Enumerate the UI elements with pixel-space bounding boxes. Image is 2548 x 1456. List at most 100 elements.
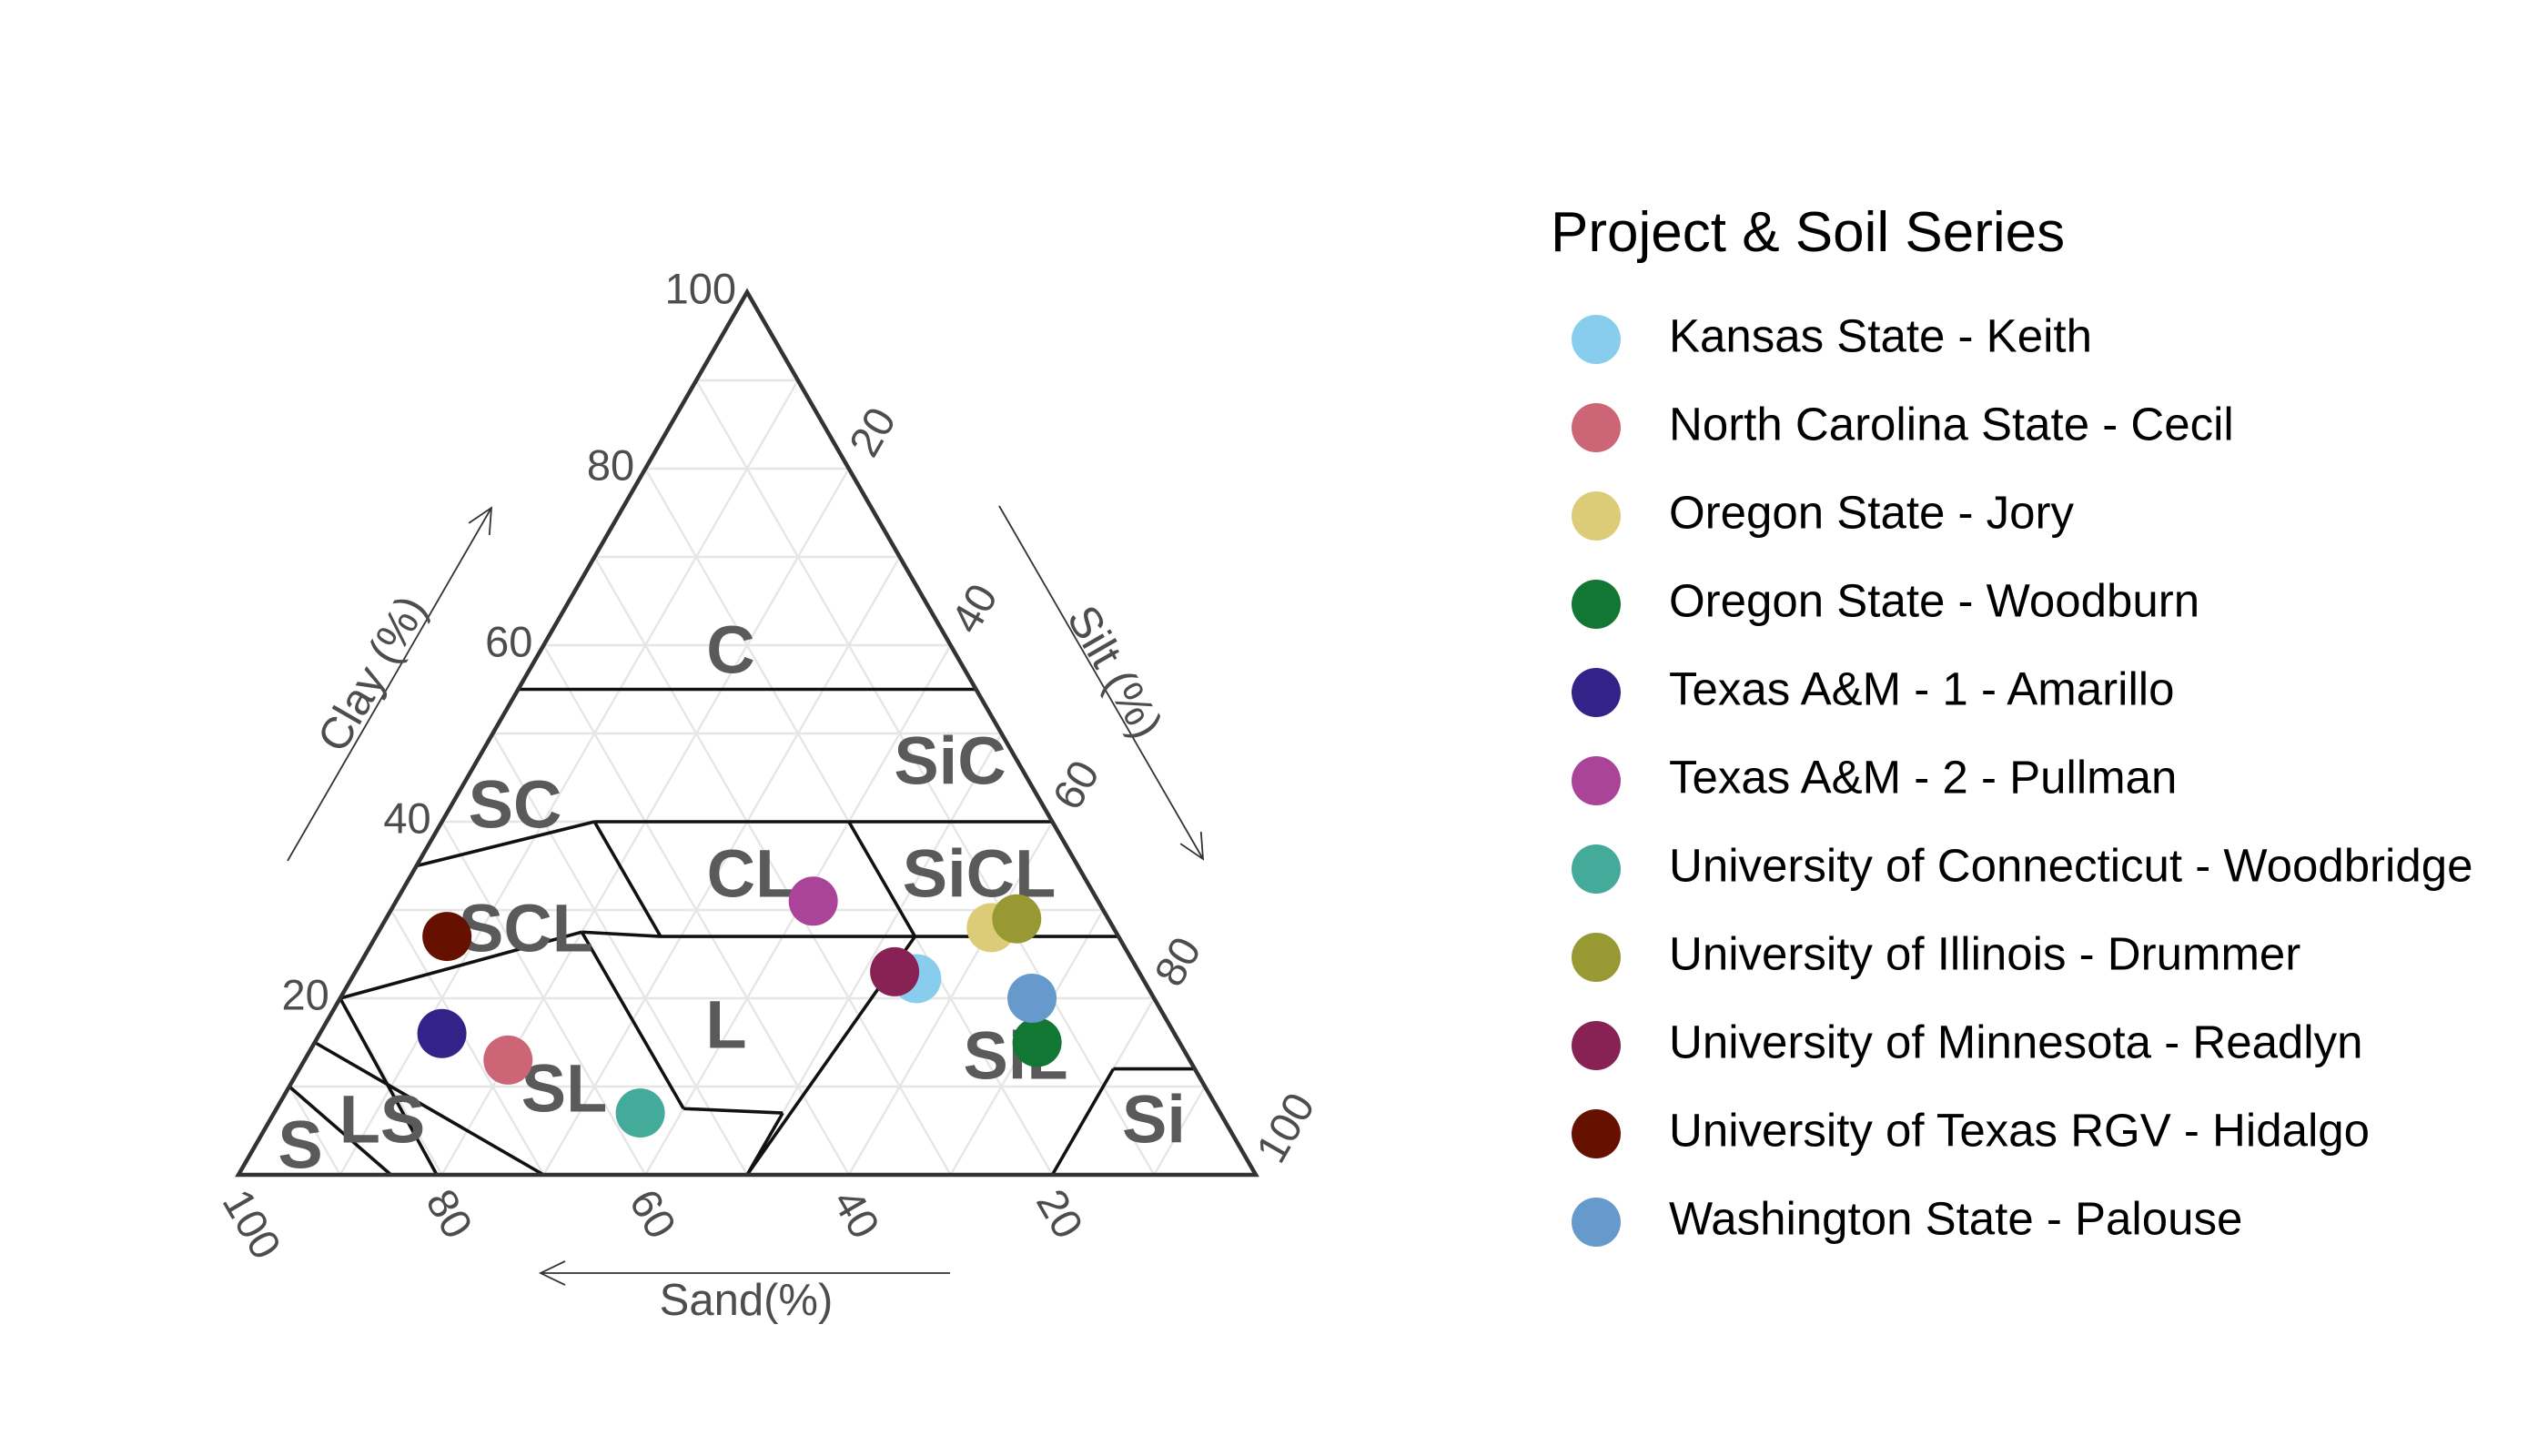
class-boundary bbox=[581, 930, 662, 938]
legend-item: Oregon State - Woodburn bbox=[1572, 574, 2199, 629]
triangle-outline bbox=[235, 288, 1259, 1178]
triangle-frame bbox=[235, 288, 1259, 1178]
silt-gridline bbox=[847, 821, 1054, 1176]
clay-tick-label: 60 bbox=[485, 617, 532, 665]
sand-gridline bbox=[389, 909, 545, 1176]
data-point bbox=[992, 894, 1042, 944]
class-label-c: C bbox=[706, 612, 754, 688]
data-point bbox=[788, 876, 838, 926]
legend-item: Texas A&M - 2 - Pullman bbox=[1572, 751, 2177, 805]
silt-gridline bbox=[339, 379, 799, 1176]
data-point bbox=[870, 946, 920, 996]
clay-axis-title: Clay (%) bbox=[308, 588, 437, 761]
class-boundary bbox=[847, 821, 917, 937]
class-boundary bbox=[288, 1085, 392, 1177]
legend-label: Kansas State - Keith bbox=[1669, 309, 2092, 361]
class-boundary bbox=[580, 931, 685, 1110]
legend-swatch bbox=[1572, 491, 1621, 541]
silt-tick-label: 40 bbox=[941, 575, 1006, 641]
legend-label: University of Texas RGV - Hidalgo bbox=[1669, 1104, 2370, 1156]
legend-label: Texas A&M - 2 - Pullman bbox=[1669, 751, 2177, 803]
data-point bbox=[483, 1035, 533, 1085]
silt-tick-label: 60 bbox=[1043, 752, 1108, 817]
legend-item: Oregon State - Jory bbox=[1572, 486, 2075, 541]
class-label-sicl: SiCL bbox=[903, 836, 1057, 912]
data-points bbox=[417, 876, 1062, 1138]
clay-tick-label: 100 bbox=[665, 264, 736, 312]
legend-title: Project & Soil Series bbox=[1551, 201, 2065, 264]
data-point bbox=[1012, 1017, 1062, 1067]
legend-label: University of Minnesota - Readlyn bbox=[1669, 1016, 2363, 1067]
sand-tick-label: 20 bbox=[1027, 1181, 1093, 1247]
legend-label: North Carolina State - Cecil bbox=[1669, 398, 2234, 450]
sand-gridline bbox=[593, 556, 952, 1176]
sand-tick-label: 40 bbox=[824, 1181, 889, 1247]
silt-gridline bbox=[745, 733, 1003, 1176]
class-label-l: L bbox=[705, 987, 746, 1063]
legend-item: University of Connecticut - Woodbridge bbox=[1572, 839, 2472, 894]
sand-gridline bbox=[440, 821, 647, 1176]
data-point bbox=[417, 1008, 467, 1058]
class-boundary bbox=[416, 820, 595, 868]
legend-swatch bbox=[1572, 668, 1621, 717]
legend-swatch bbox=[1572, 933, 1621, 982]
legend-item: University of Texas RGV - Hidalgo bbox=[1572, 1104, 2370, 1158]
silt-tick-label: 20 bbox=[839, 399, 905, 464]
legend-swatch bbox=[1572, 756, 1621, 805]
legend-item: Washington State - Palouse bbox=[1572, 1192, 2242, 1247]
silt-axis-title: Silt (%) bbox=[1057, 598, 1172, 747]
legend-swatch bbox=[1572, 1109, 1621, 1158]
class-label-sic: SiC bbox=[894, 723, 1006, 799]
sand-tick-label: 80 bbox=[417, 1181, 482, 1247]
class-label-si: Si bbox=[1122, 1082, 1186, 1158]
silt-gridline bbox=[1153, 1086, 1207, 1176]
legend-item: North Carolina State - Cecil bbox=[1572, 398, 2234, 452]
clay-axis-arrow bbox=[287, 506, 493, 862]
sand-tick-label: 100 bbox=[214, 1181, 291, 1267]
class-boundary bbox=[683, 1107, 784, 1115]
sand-axis-title: Sand(%) bbox=[660, 1276, 834, 1325]
legend-item: University of Minnesota - Readlyn bbox=[1572, 1016, 2363, 1070]
class-label-sc: SC bbox=[469, 767, 562, 843]
legend-label: University of Illinois - Drummer bbox=[1669, 927, 2300, 979]
class-boundary bbox=[592, 821, 662, 937]
class-boundary bbox=[1050, 1067, 1116, 1176]
sand-gridline bbox=[491, 733, 749, 1176]
data-point bbox=[615, 1088, 665, 1138]
legend-label: Texas A&M - 1 - Amarillo bbox=[1669, 662, 2175, 714]
sand-gridline bbox=[695, 379, 1156, 1176]
data-point bbox=[422, 912, 472, 962]
sand-tick-label: 60 bbox=[621, 1181, 686, 1247]
class-label-cl: CL bbox=[707, 836, 797, 912]
legend-swatch bbox=[1572, 1021, 1621, 1070]
data-point bbox=[1007, 974, 1057, 1023]
legend-item: University of Illinois - Drummer bbox=[1572, 927, 2300, 982]
class-boundary bbox=[339, 930, 582, 1000]
sand-axis-arrow bbox=[538, 1260, 950, 1286]
clay-tick-label: 80 bbox=[587, 440, 634, 489]
silt-gridline bbox=[542, 556, 901, 1176]
silt-tick-label: 80 bbox=[1145, 928, 1210, 994]
clay-tick-label: 20 bbox=[282, 970, 329, 1018]
legend-item: Texas A&M - 1 - Amarillo bbox=[1572, 662, 2175, 717]
legend-swatch bbox=[1572, 580, 1621, 629]
class-label-sl: SL bbox=[521, 1051, 608, 1127]
silt-tick-label: 100 bbox=[1247, 1085, 1324, 1170]
legend-swatch bbox=[1572, 1198, 1621, 1247]
legend-item: Kansas State - Keith bbox=[1572, 309, 2092, 364]
clay-tick-label: 40 bbox=[383, 794, 430, 842]
legend-label: Washington State - Palouse bbox=[1669, 1192, 2242, 1244]
legend-label: Oregon State - Woodburn bbox=[1669, 574, 2199, 626]
legend-label: Oregon State - Jory bbox=[1669, 486, 2075, 538]
legend: Project & Soil Series Kansas State - Kei… bbox=[1551, 201, 2472, 1247]
class-label-scl: SCL bbox=[459, 891, 593, 966]
legend-swatch bbox=[1572, 403, 1621, 452]
silt-axis-arrow bbox=[998, 505, 1205, 861]
legend-label: University of Connecticut - Woodbridge bbox=[1669, 839, 2472, 891]
sand-gridline bbox=[288, 1086, 341, 1176]
class-label-s: S bbox=[278, 1107, 322, 1183]
class-boundary bbox=[313, 1040, 545, 1177]
legend-swatch bbox=[1572, 844, 1621, 894]
